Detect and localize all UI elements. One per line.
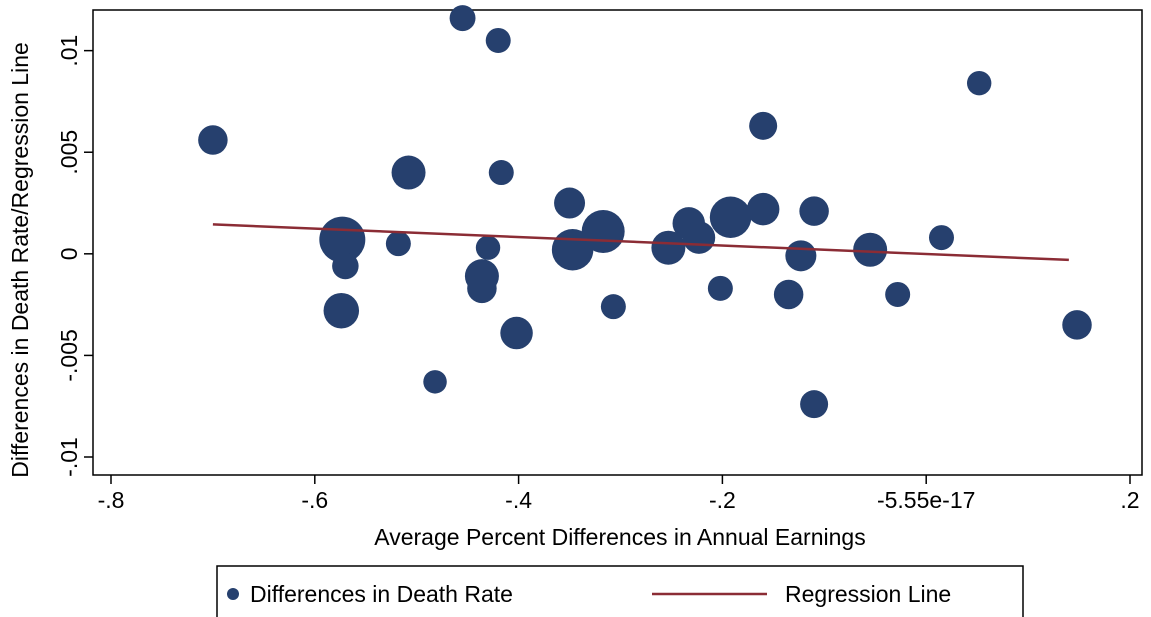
scatter-point <box>853 232 888 267</box>
y-axis-title: Differences in Death Rate/Regression Lin… <box>7 42 33 478</box>
scatter-point <box>198 125 228 155</box>
legend-box <box>216 565 1024 617</box>
scatter-point <box>1062 310 1092 340</box>
x-tick-label: -5.55e-17 <box>877 487 975 513</box>
scatter-point <box>651 230 686 265</box>
scatter-point <box>785 240 817 272</box>
scatter-point <box>332 252 359 280</box>
scatter-point <box>581 209 625 253</box>
scatter-point <box>709 196 752 238</box>
legend-label-line: Regression Line <box>785 581 951 607</box>
scatter-point <box>800 390 829 419</box>
scatter-point <box>773 279 804 310</box>
scatter-point <box>966 70 992 96</box>
x-tick-label: -.2 <box>709 487 736 513</box>
x-tick-label: -.6 <box>301 487 328 513</box>
legend: Differences in Death Rate Regression Lin… <box>216 565 1024 617</box>
scatter-point <box>423 370 447 394</box>
scatter-point <box>799 196 829 226</box>
x-tick-label: .2 <box>1120 487 1139 513</box>
scatter-point <box>488 160 514 186</box>
y-tick-label: -.01 <box>56 437 82 477</box>
scatter-point <box>682 221 716 254</box>
scatter-point <box>707 275 733 301</box>
scatter-point <box>385 231 411 257</box>
scatter-point <box>475 235 501 260</box>
scatter-point <box>323 292 360 329</box>
y-tick-label: .01 <box>56 35 82 67</box>
x-axis-title: Average Percent Differences in Annual Ea… <box>374 524 865 550</box>
scatter-point <box>554 187 586 219</box>
x-axis: -.8 -.6 -.4 -.2 -5.55e-17 .2 <box>98 475 1140 513</box>
x-tick-label: -.4 <box>505 487 532 513</box>
scatter-point <box>449 5 476 32</box>
regression-line <box>212 223 1069 262</box>
x-tick-label: -.8 <box>98 487 125 513</box>
scatter-point <box>600 294 626 320</box>
scatter-point <box>885 281 911 307</box>
legend-label-points: Differences in Death Rate <box>250 581 513 607</box>
y-tick-label: -.005 <box>56 329 82 381</box>
scatter-point <box>928 225 954 251</box>
scatter-point <box>485 27 511 53</box>
scatter-point <box>467 273 497 304</box>
y-tick-label: .005 <box>56 130 82 175</box>
regression-line-layer <box>212 223 1069 262</box>
scatter-point <box>749 111 778 140</box>
scatter-point <box>500 316 533 350</box>
legend-marker-points <box>227 588 239 600</box>
scatter-point <box>746 192 780 226</box>
scatter-point <box>391 155 426 190</box>
y-axis: -.01 -.005 0 .005 .01 <box>56 35 93 477</box>
y-tick-label: 0 <box>56 247 82 260</box>
